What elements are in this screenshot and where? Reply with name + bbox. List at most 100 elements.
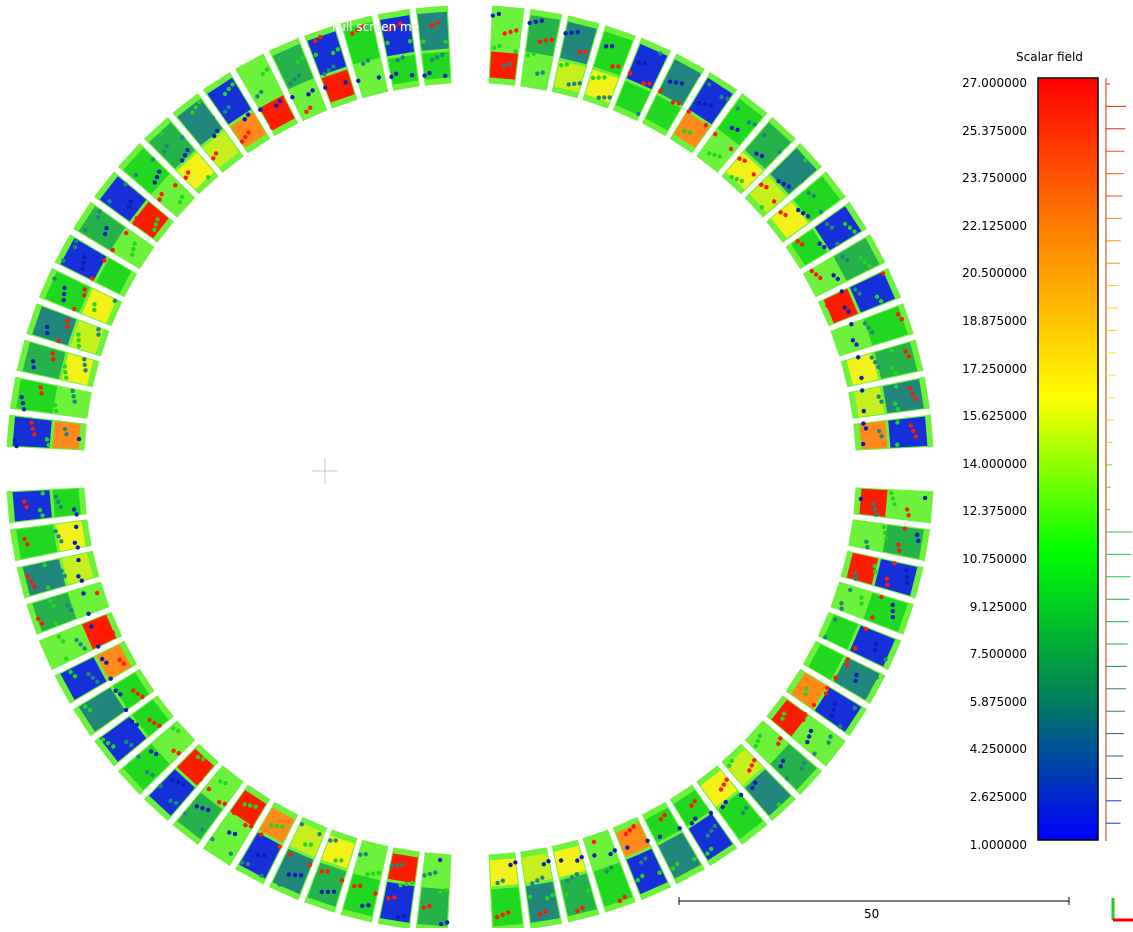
- scalar-field-label: 14.000000: [962, 456, 1027, 471]
- point-cloud-speck: [392, 24, 397, 29]
- point-cloud-speck: [313, 52, 318, 57]
- point-cloud-speck: [25, 574, 31, 579]
- point-cloud-speck: [292, 77, 297, 82]
- point-cloud-speck: [833, 675, 838, 680]
- point-cloud-speck: [427, 871, 433, 877]
- point-cloud-speck: [118, 692, 123, 697]
- point-cloud-speck: [255, 852, 261, 857]
- point-cloud-speck: [676, 843, 681, 849]
- point-cloud-speck: [45, 324, 50, 330]
- point-cloud-speck: [895, 406, 900, 412]
- point-cloud-speck: [157, 723, 162, 728]
- point-cloud-speck: [729, 125, 735, 131]
- point-cloud-segment: [673, 790, 710, 827]
- point-cloud-speck: [259, 873, 264, 878]
- point-cloud-speck: [95, 215, 101, 220]
- point-cloud-speck: [832, 701, 838, 707]
- point-cloud-speck: [539, 18, 544, 23]
- point-cloud-speck: [602, 75, 607, 80]
- point-cloud-speck: [400, 862, 405, 867]
- point-cloud-speck: [491, 45, 497, 50]
- point-cloud-speck: [817, 241, 822, 246]
- point-cloud-speck: [742, 158, 747, 163]
- point-cloud-speck: [261, 853, 267, 858]
- point-cloud-speck: [222, 91, 228, 97]
- point-cloud-speck: [76, 436, 82, 442]
- point-cloud-speck: [429, 23, 434, 28]
- point-cloud-speck: [181, 782, 186, 787]
- point-cloud-speck: [869, 355, 874, 360]
- point-cloud-segment: [814, 206, 862, 251]
- point-cloud-speck: [843, 625, 848, 631]
- point-cloud-speck: [392, 895, 397, 900]
- point-cloud-speck: [319, 889, 324, 894]
- point-cloud-speck: [818, 209, 824, 215]
- point-cloud-speck: [709, 846, 714, 852]
- point-cloud-speck: [692, 856, 697, 862]
- point-cloud-speck: [697, 100, 702, 106]
- point-cloud-speck: [44, 437, 50, 442]
- point-cloud-speck: [579, 855, 584, 860]
- point-cloud-speck: [687, 130, 693, 135]
- point-cloud-speck: [82, 254, 87, 260]
- point-cloud-segment: [112, 672, 149, 709]
- point-cloud-speck: [111, 744, 116, 749]
- point-cloud-speck: [159, 131, 164, 136]
- point-cloud-speck: [829, 192, 834, 197]
- point-cloud-speck: [751, 172, 756, 177]
- point-cloud-speck: [231, 810, 237, 816]
- point-cloud-speck: [440, 52, 445, 58]
- point-cloud-speck: [29, 420, 34, 425]
- point-cloud-segment: [658, 59, 701, 106]
- point-cloud-speck: [330, 50, 336, 56]
- point-cloud-speck: [355, 28, 360, 33]
- point-cloud-speck: [335, 47, 341, 52]
- point-cloud-speck: [857, 291, 862, 296]
- point-cloud-speck: [376, 870, 381, 875]
- point-cloud-speck: [707, 151, 712, 156]
- point-cloud-speck: [38, 385, 43, 390]
- point-cloud-speck: [76, 343, 82, 349]
- scalar-field-label: 23.750000: [962, 171, 1027, 186]
- point-cloud-speck: [862, 259, 868, 264]
- point-cloud-speck: [183, 811, 188, 816]
- point-cloud-speck: [433, 870, 438, 875]
- point-cloud-segment: [16, 524, 58, 559]
- point-cloud-segment: [626, 43, 668, 90]
- point-cloud-speck: [853, 646, 858, 651]
- point-cloud-speck: [97, 209, 103, 214]
- point-cloud-segment: [770, 744, 817, 790]
- point-cloud-segment: [153, 725, 191, 762]
- point-cloud-speck: [173, 183, 178, 188]
- point-cloud-speck: [670, 866, 676, 871]
- point-cloud-speck: [829, 713, 835, 718]
- point-cloud-speck: [864, 539, 869, 544]
- point-cloud-speck: [210, 837, 215, 842]
- point-cloud-speck: [46, 585, 51, 590]
- point-cloud-speck: [108, 676, 113, 681]
- point-cloud-speck: [627, 71, 633, 76]
- point-cloud-segment: [230, 111, 267, 148]
- point-cloud-speck: [884, 576, 889, 581]
- point-cloud-speck: [796, 207, 801, 213]
- point-cloud-speck: [896, 542, 901, 547]
- point-cloud-speck: [824, 221, 830, 227]
- point-cloud-speck: [638, 860, 644, 865]
- point-cloud-speck: [889, 365, 895, 371]
- point-cloud-speck: [840, 254, 845, 259]
- point-cloud-speck: [545, 895, 550, 901]
- point-cloud-speck: [152, 720, 157, 726]
- point-cloud-speck: [82, 357, 87, 362]
- point-cloud-speck: [255, 94, 260, 99]
- point-cloud-speck: [829, 225, 834, 230]
- point-cloud-speck: [397, 21, 403, 26]
- point-cloud-speck: [899, 317, 904, 322]
- point-cloud-speck: [781, 711, 787, 716]
- point-cloud-speck: [56, 499, 61, 504]
- point-cloud-speck: [82, 646, 87, 651]
- point-cloud-speck: [65, 318, 70, 323]
- point-cloud-speck: [443, 888, 449, 893]
- point-cloud-speck: [903, 349, 908, 354]
